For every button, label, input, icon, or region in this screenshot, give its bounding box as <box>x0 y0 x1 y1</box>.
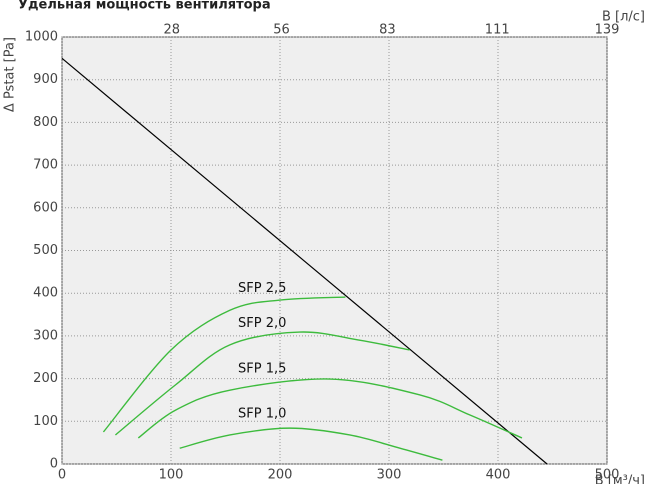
y-tick-label: 200 <box>33 371 58 386</box>
y-tick-label: 1000 <box>25 30 58 45</box>
curve <box>114 331 410 436</box>
x-tick-label: 400 <box>486 468 511 483</box>
y-tick-label: 500 <box>33 243 58 258</box>
y-tick-label: 0 <box>50 457 58 472</box>
x2-tick-label: 56 <box>273 23 290 38</box>
x-tick-label: 200 <box>268 468 293 483</box>
x2-tick-label: 111 <box>485 23 510 38</box>
curve <box>61 57 548 465</box>
curve-label: SFP 1,0 <box>238 407 286 422</box>
curve-label: SFP 2,5 <box>238 281 286 296</box>
curve-label: SFP 1,5 <box>238 362 286 377</box>
x2-axis-label: В [л/с] <box>602 10 645 25</box>
y-tick-label: 900 <box>33 72 58 87</box>
chart-title: Удельная мощность вентилятора <box>18 0 271 13</box>
curve <box>179 427 443 461</box>
x2-tick-label: 83 <box>379 23 396 38</box>
y-tick-label: 300 <box>33 328 58 343</box>
y-tick-label: 700 <box>33 158 58 173</box>
x-tick-label: 0 <box>58 468 66 483</box>
x-axis-label: В [м³/ч] <box>595 474 645 484</box>
y-axis-label: Δ Pstat [Pa] <box>3 37 18 112</box>
curve <box>137 378 523 439</box>
curve <box>102 296 346 433</box>
x-tick-label: 500 <box>595 468 620 483</box>
y-tick-label: 400 <box>33 286 58 301</box>
y-tick-label: 100 <box>33 414 58 429</box>
x2-tick-label: 139 <box>595 23 620 38</box>
x2-tick-label: 28 <box>164 23 181 38</box>
y-tick-label: 600 <box>33 200 58 215</box>
y-tick-label: 800 <box>33 115 58 130</box>
x-tick-label: 300 <box>377 468 402 483</box>
curve-label: SFP 2,0 <box>238 316 286 331</box>
x-tick-label: 100 <box>159 468 184 483</box>
